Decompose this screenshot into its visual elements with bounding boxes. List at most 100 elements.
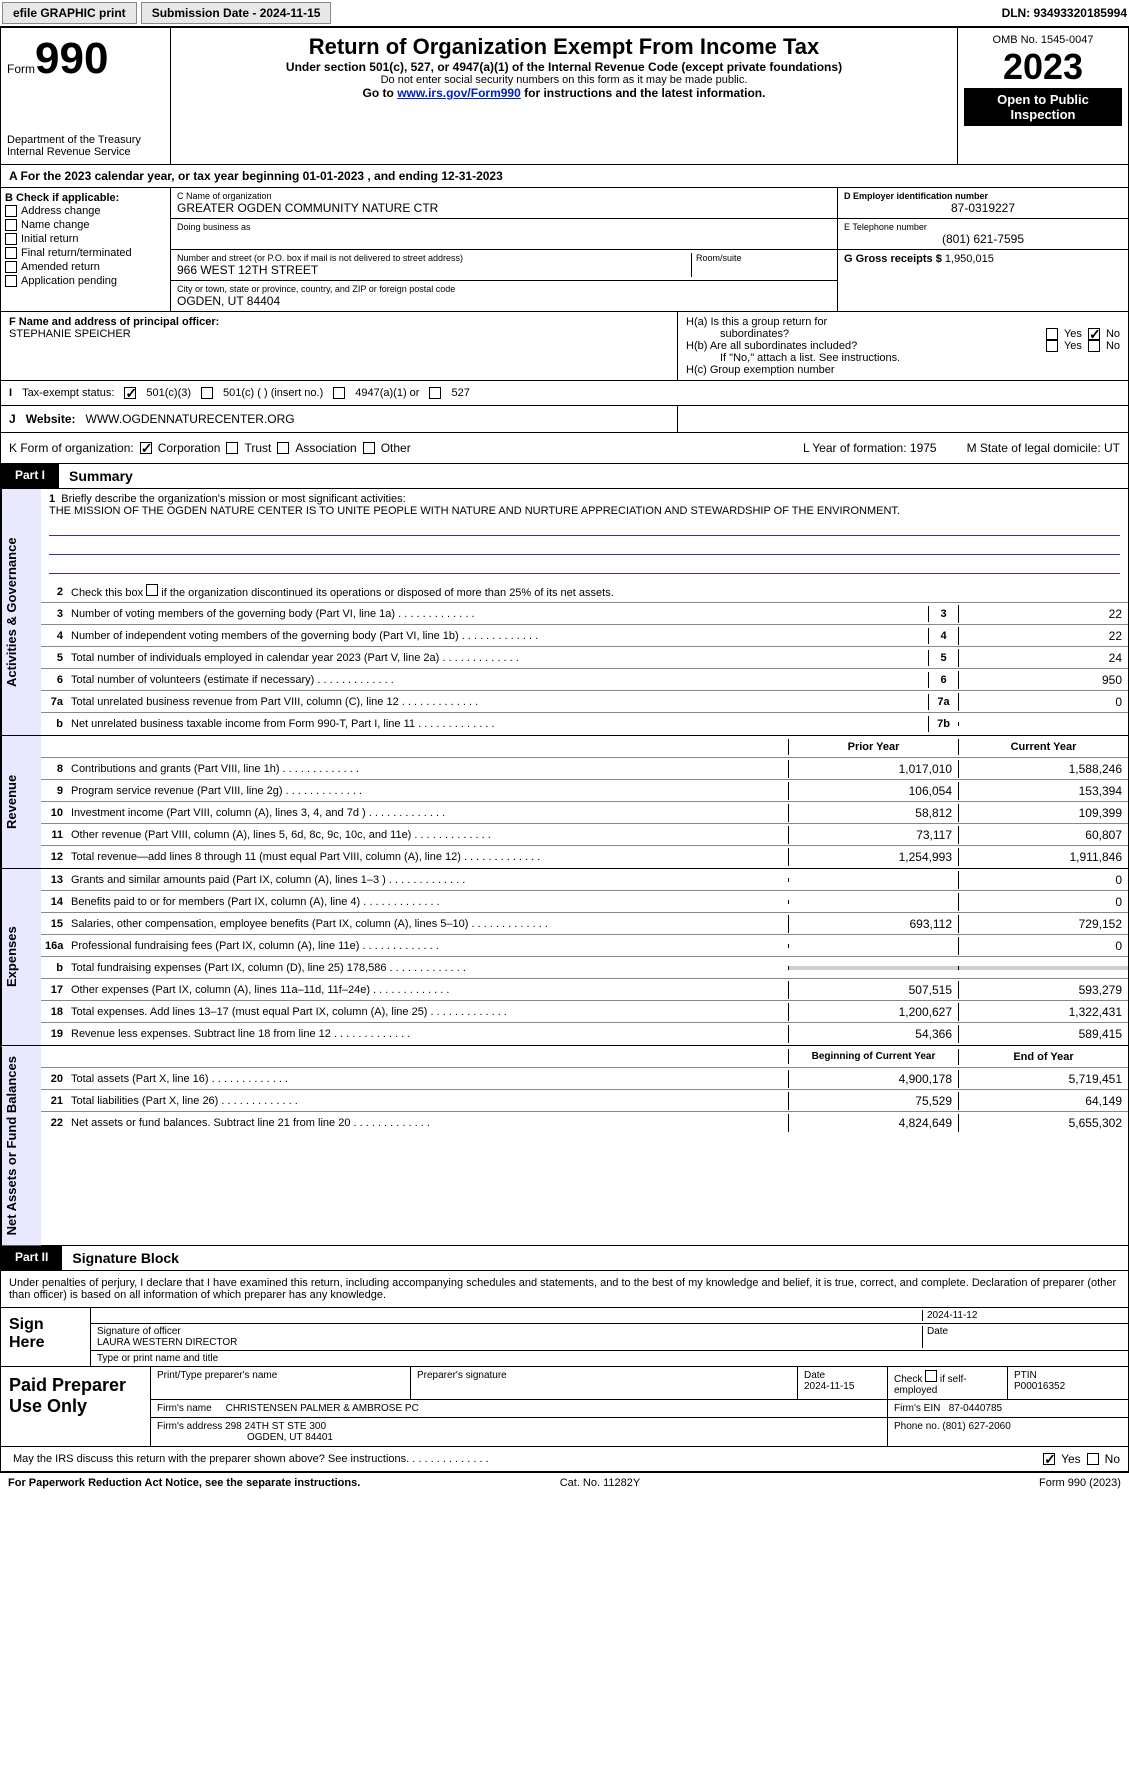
checkbox-hb-yes[interactable] [1046,340,1058,352]
firm-addr2: OGDEN, UT 84401 [157,1432,333,1443]
line-box: 6 [928,672,958,688]
k-opt-3: Other [381,441,411,455]
end-year-hdr: End of Year [958,1049,1128,1065]
hb-lbl: H(b) Are all subordinates included? [686,340,857,352]
line-num: 12 [41,851,67,863]
org-name: GREATER OGDEN COMMUNITY NATURE CTR [177,201,831,215]
line-text: Grants and similar amounts paid (Part IX… [67,872,788,888]
checkbox-ha-yes[interactable] [1046,328,1058,340]
line-num: 18 [41,1006,67,1018]
self-emp-lbl: Check if self-employed [894,1374,967,1396]
q2-num: 2 [41,586,67,598]
current-val: 5,719,451 [958,1070,1128,1088]
vtab-netassets: Net Assets or Fund Balances [1,1046,41,1245]
header-center: Return of Organization Exempt From Incom… [171,28,958,164]
checkbox-501c3[interactable] [124,387,136,399]
checkbox-amended[interactable] [5,261,17,273]
line-text: Total expenses. Add lines 13–17 (must eq… [67,1004,788,1020]
current-val: 64,149 [958,1092,1128,1110]
prior-val [788,944,958,948]
line-text: Professional fundraising fees (Part IX, … [67,938,788,954]
checkbox-discontinued[interactable] [146,584,158,596]
line-text: Contributions and grants (Part VIII, lin… [67,761,788,777]
line-text: Number of independent voting members of … [67,628,928,644]
prior-val: 106,054 [788,782,958,800]
prior-val [788,900,958,904]
line-num: 10 [41,807,67,819]
checkbox-discuss-no[interactable] [1087,1453,1099,1465]
line-box: 7a [928,694,958,710]
line-num: 16a [41,940,67,952]
b-opt-0: Address change [21,205,101,217]
prep-date: 2024-11-15 [804,1381,881,1392]
current-val: 0 [958,871,1128,889]
type-name-lbl: Type or print name and title [97,1353,218,1364]
paid-preparer-label: Paid Preparer Use Only [1,1367,151,1446]
prior-val: 1,254,993 [788,848,958,866]
firm-phone: (801) 627-2060 [942,1421,1010,1432]
efile-button[interactable]: efile GRAPHIC print [2,2,137,24]
checkbox-corp[interactable] [140,442,152,454]
ein: 87-0319227 [844,201,1122,215]
hb-note: If "No," attach a list. See instructions… [686,352,1120,364]
checkbox-ha-no[interactable] [1088,328,1100,340]
i-opt-0: 501(c)(3) [146,387,191,399]
website: WWW.OGDENNATURECENTER.ORG [86,412,295,426]
discuss-yes: Yes [1061,1452,1081,1466]
section-h: H(a) Is this a group return for subordin… [678,312,1128,380]
line-box: 4 [928,628,958,644]
checkbox-other[interactable] [363,442,375,454]
checkbox-self-employed[interactable] [925,1370,937,1382]
current-val: 5,655,302 [958,1114,1128,1132]
org-address: 966 WEST 12TH STREET [177,263,691,277]
checkbox-final-return[interactable] [5,247,17,259]
prior-val [788,966,958,970]
line-text: Net unrelated business taxable income fr… [67,716,928,732]
line-text: Benefits paid to or for members (Part IX… [67,894,788,910]
tax-year: 2023 [964,46,1122,88]
firm-ein: 87-0440785 [949,1403,1002,1414]
k-opt-0: Corporation [158,441,221,455]
k-opt-2: Association [295,441,356,455]
checkbox-501c[interactable] [201,387,213,399]
hc-cell [678,406,1128,432]
line-text: Salaries, other compensation, employee b… [67,916,788,932]
checkbox-527[interactable] [429,387,441,399]
cat-no: Cat. No. 11282Y [560,1477,641,1489]
checkbox-assoc[interactable] [277,442,289,454]
telephone: (801) 621-7595 [844,232,1122,246]
checkbox-discuss-yes[interactable] [1043,1453,1055,1465]
current-val: 1,588,246 [958,760,1128,778]
line-num: 22 [41,1117,67,1129]
goto-pre: Go to [363,86,398,100]
hb-yes: Yes [1064,340,1082,352]
firm-name-lbl: Firm's name [157,1403,212,1414]
checkbox-pending[interactable] [5,275,17,287]
checkbox-hb-no[interactable] [1088,340,1100,352]
vtab-governance: Activities & Governance [1,489,41,735]
irs-link[interactable]: www.irs.gov/Form990 [397,86,521,100]
line-num: 17 [41,984,67,996]
part1-num: Part I [1,464,59,488]
section-d: D Employer identification number87-03192… [838,188,1128,311]
checkbox-initial-return[interactable] [5,233,17,245]
current-val: 109,399 [958,804,1128,822]
mission-text: THE MISSION OF THE OGDEN NATURE CENTER I… [49,505,900,517]
line-val: 0 [958,693,1128,711]
ssn-warning: Do not enter social security numbers on … [177,74,951,86]
prior-val: 507,515 [788,981,958,999]
line-val: 22 [958,627,1128,645]
line-box: 7b [928,716,958,732]
g-lbl: G Gross receipts $ [844,253,942,265]
line-text: Number of voting members of the governin… [67,606,928,622]
j-lbl: J [9,412,16,426]
prep-name-lbl: Print/Type preparer's name [157,1370,404,1381]
checkbox-address-change[interactable] [5,205,17,217]
checkbox-name-change[interactable] [5,219,17,231]
submission-date-button[interactable]: Submission Date - 2024-11-15 [141,2,332,24]
b-opt-3: Final return/terminated [21,247,132,259]
prior-year-hdr: Prior Year [788,739,958,755]
checkbox-trust[interactable] [226,442,238,454]
line-text: Total unrelated business revenue from Pa… [67,694,928,710]
checkbox-4947[interactable] [333,387,345,399]
